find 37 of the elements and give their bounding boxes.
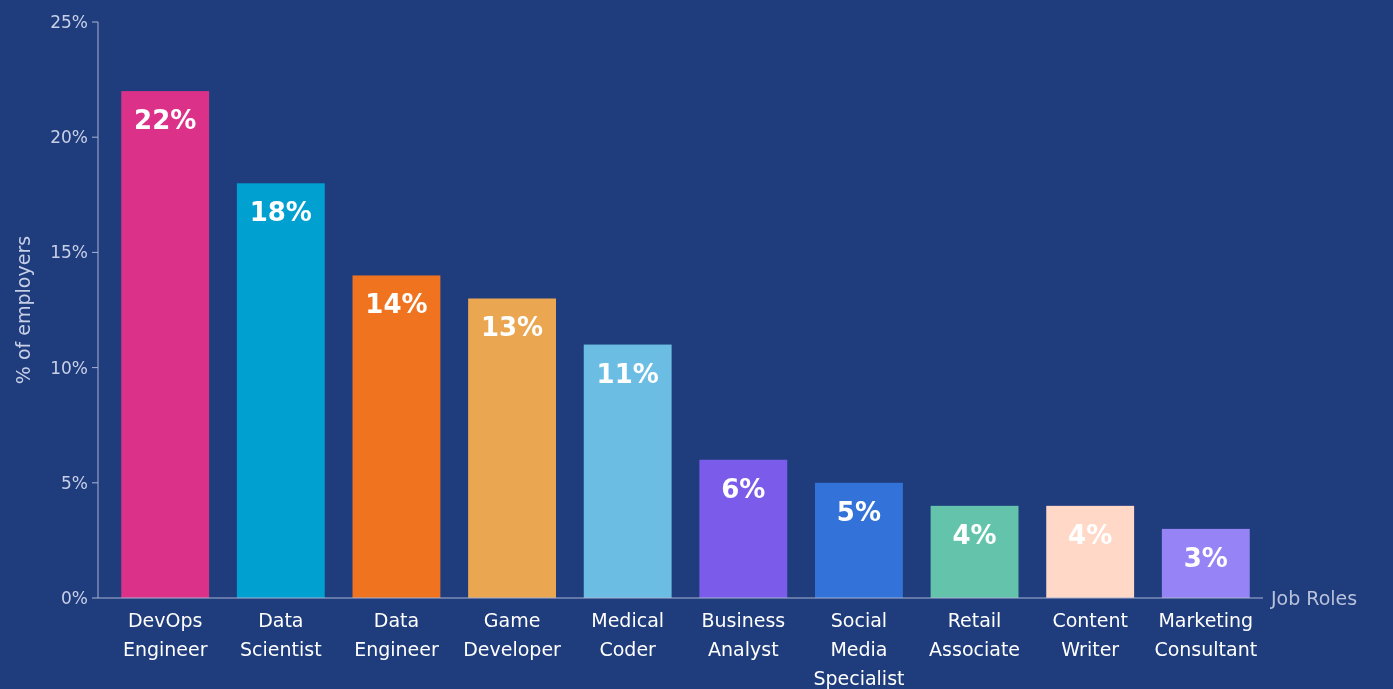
data-label: 5% xyxy=(836,496,882,527)
x-axis-title: Job Roles xyxy=(1270,586,1358,609)
data-label: 6% xyxy=(721,473,766,504)
y-axis-title: % of employers xyxy=(12,235,34,385)
x-tick-label: Social Media Specialist xyxy=(813,609,905,689)
data-label: 22% xyxy=(134,105,197,136)
bar xyxy=(352,275,441,598)
data-label: 11% xyxy=(596,358,659,389)
x-tick-label: Content Writer xyxy=(1052,609,1128,660)
data-label: 18% xyxy=(249,197,312,228)
data-label: 14% xyxy=(365,289,428,320)
bar xyxy=(815,482,903,598)
bar xyxy=(121,91,210,598)
bar xyxy=(1046,505,1135,598)
x-tick-label: DevOps Engineer xyxy=(122,609,208,660)
bar xyxy=(699,459,788,598)
data-label: 4% xyxy=(952,519,997,550)
data-label: 13% xyxy=(480,312,544,343)
y-tick-label: 20% xyxy=(50,127,88,148)
x-tick-label: Marketing Consultant xyxy=(1154,609,1258,660)
x-tick-label: Game Developer xyxy=(463,609,562,660)
bar xyxy=(468,298,556,598)
data-label: 3% xyxy=(1183,542,1228,573)
x-tick-label: Medical Coder xyxy=(591,609,665,660)
y-tick-label: 10% xyxy=(50,357,88,378)
x-tick-label: Business Analyst xyxy=(701,609,786,660)
bar xyxy=(930,505,1019,598)
x-tick-label: Retail Associate xyxy=(929,609,1021,660)
x-tick-label: Data Scientist xyxy=(240,609,322,660)
y-tick-label: 0% xyxy=(61,587,88,608)
bar xyxy=(236,183,325,598)
y-tick-label: 15% xyxy=(50,242,88,263)
y-tick-label: 5% xyxy=(61,472,88,493)
bar xyxy=(1161,528,1250,598)
x-tick-label: Data Engineer xyxy=(354,609,439,660)
bar xyxy=(583,344,672,598)
y-tick-label: 25% xyxy=(50,11,88,32)
